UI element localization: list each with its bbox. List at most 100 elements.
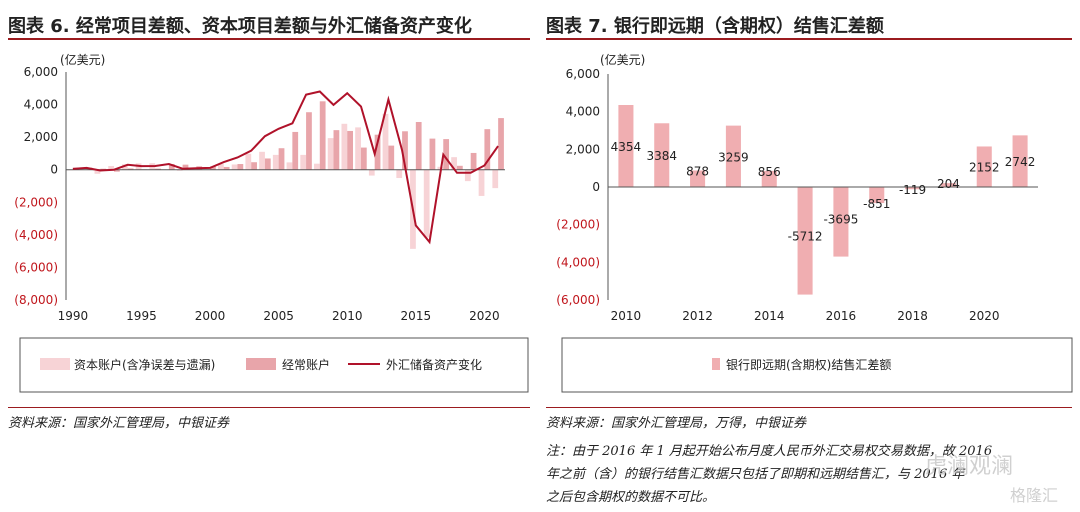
chart6-legend-label-capital: 资本账户(含净误差与遗漏) bbox=[74, 357, 215, 372]
chart6-y-tick-label: 4,000 bbox=[24, 98, 58, 112]
chart6-source-rule bbox=[8, 407, 530, 408]
chart6-unit-label: (亿美元) bbox=[60, 52, 105, 67]
chart7-bar bbox=[761, 170, 777, 187]
chart6-capital-bar bbox=[259, 151, 265, 170]
chart7-title-rule bbox=[546, 38, 1072, 40]
chart6-capital-bar bbox=[492, 169, 499, 189]
chart7-bar bbox=[905, 187, 921, 190]
chart6-current-bar bbox=[347, 130, 353, 170]
chart7-data-label: 3259 bbox=[718, 150, 749, 164]
chart6-capital-bar bbox=[218, 164, 224, 170]
chart6-x-tick-label: 2010 bbox=[332, 309, 363, 323]
chart6-capital-bar bbox=[478, 169, 485, 196]
chart7-canvas: (亿美元)6,000 4,000 2,000 0 (2,000) (4,000) (6,00… bbox=[556, 52, 1073, 393]
chart6-current-bar bbox=[484, 129, 491, 170]
chart7-data-label: -851 bbox=[863, 197, 890, 211]
chart6-current-bar bbox=[210, 166, 216, 170]
chart7-source: 资料来源：国家外汇管理局，万得，中银证券 bbox=[546, 416, 807, 431]
chart6-current-bar bbox=[429, 138, 436, 170]
chart7-data-label: 4354 bbox=[611, 140, 642, 154]
chart7-x-tick-label: 2016 bbox=[826, 309, 857, 323]
chart6-y-tick-label: 2,000 bbox=[24, 130, 58, 144]
chart7-unit-label: (亿美元) bbox=[600, 52, 645, 67]
chart6-capital-bar bbox=[464, 169, 471, 182]
chart6-capital-bar bbox=[286, 162, 293, 170]
chart7-bar bbox=[690, 170, 706, 187]
chart7-footnote-line-2: 年之前（含）的银行结售汇数据只包括了即期和远期结售汇，与 2016 年 bbox=[546, 467, 965, 482]
chart7-bar bbox=[654, 123, 670, 187]
chart7-y-tick-label: 2,000 bbox=[566, 142, 600, 156]
chart6-x-tick-label: 2020 bbox=[469, 309, 500, 323]
chart6-capital-bar bbox=[231, 164, 238, 170]
chart6-y-tick-label: (6,000) bbox=[14, 260, 58, 274]
chart6-current-bar bbox=[251, 162, 257, 170]
chart6-current-bar bbox=[333, 130, 340, 170]
chart7-data-label: -3695 bbox=[823, 212, 858, 226]
chart7-y-tick-label: 6,000 bbox=[566, 67, 600, 81]
chart7-y-tick-label: (6,000) bbox=[556, 293, 600, 307]
chart6-current-bar bbox=[155, 168, 161, 170]
chart6-legend-swatch-current bbox=[246, 358, 276, 370]
chart6-y-tick-label: (4,000) bbox=[14, 228, 58, 242]
chart6-capital-bar bbox=[368, 169, 375, 176]
chart6-canvas: (亿美元)6,000 4,000 2,000 0 (2,000) (4,000) (6,00… bbox=[14, 52, 529, 393]
chart6-current-bar bbox=[127, 168, 134, 170]
chart6-legend-box bbox=[19, 337, 529, 393]
watermark-brand: 虎澜观澜 bbox=[925, 454, 1014, 479]
chart6-current-bar bbox=[360, 147, 367, 170]
chart6-legend-label-current: 经常账户 bbox=[282, 357, 330, 372]
chart6-capital-bar bbox=[272, 154, 279, 170]
chart6-capital-bar bbox=[382, 113, 389, 170]
chart6-capital-bar bbox=[341, 123, 348, 170]
chart6-y-tick-label: 0 bbox=[50, 163, 58, 177]
chart6-capital-bar bbox=[423, 169, 430, 238]
chart6-capital-bar bbox=[108, 165, 115, 170]
chart7-y-tick-label: (2,000) bbox=[556, 218, 600, 232]
chart7-footnote-line-1: 注：由于 2016 年 1 月起开始公布月度人民币外汇交易权交易数据，故 201… bbox=[546, 444, 993, 459]
chart6-current-bar bbox=[168, 164, 175, 170]
chart6-title-rule bbox=[8, 38, 530, 40]
chart7-x-tick-label: 2018 bbox=[897, 309, 928, 323]
chart7-legend-swatch bbox=[712, 358, 720, 370]
chart6-y-tick-label: (2,000) bbox=[14, 195, 58, 209]
chart7-x-tick-label: 2012 bbox=[682, 309, 713, 323]
chart6-capital-bar bbox=[94, 169, 101, 174]
chart6-capital-bar bbox=[327, 138, 334, 170]
chart7-data-label: 2152 bbox=[969, 161, 1000, 175]
chart6-title: 图表 6. 经常项目差额、资本项目差额与外汇储备资产变化 bbox=[8, 16, 472, 37]
chart6-current-bar bbox=[114, 169, 120, 172]
chart7-title: 图表 7. 银行即远期（含期权）结售汇差额 bbox=[546, 16, 884, 37]
chart6-current-bar bbox=[182, 164, 189, 170]
chart6-current-bar bbox=[237, 164, 244, 170]
chart6-y-tick-label: 6,000 bbox=[24, 65, 58, 79]
chart7-data-label: 204 bbox=[937, 177, 960, 191]
chart6-y-tick-label: (8,000) bbox=[14, 293, 58, 307]
chart6-x-tick-label: 1990 bbox=[58, 309, 89, 323]
chart7-y-tick-label: 0 bbox=[592, 180, 600, 194]
chart6-capital-bar bbox=[396, 169, 403, 179]
chart6-x-tick-label: 2000 bbox=[195, 309, 226, 323]
chart6-current-bar bbox=[498, 118, 504, 170]
chart7-bar bbox=[940, 183, 956, 187]
chart6-legend-label-reserve: 外汇储备资产变化 bbox=[386, 357, 482, 372]
chart6-reserve-line bbox=[72, 90, 499, 245]
chart6-x-tick-label: 1995 bbox=[126, 309, 157, 323]
chart6-capital-bar bbox=[245, 153, 252, 170]
chart6-current-bar bbox=[292, 131, 299, 170]
chart6-capital-bar bbox=[314, 163, 320, 170]
chart7-bar bbox=[1012, 135, 1028, 187]
chart6-current-bar bbox=[456, 165, 463, 170]
chart7-bar bbox=[833, 187, 849, 257]
chart7-legend-label: 银行即远期(含期权)结售汇差额 bbox=[726, 357, 891, 372]
chart7-data-label: 856 bbox=[758, 165, 781, 179]
chart6-current-bar bbox=[388, 145, 395, 170]
chart6-capital-bar bbox=[121, 164, 128, 170]
chart7-y-tick-label: (4,000) bbox=[556, 255, 600, 269]
chart7-data-label: 3384 bbox=[646, 149, 677, 163]
chart6-x-tick-label: 2005 bbox=[263, 309, 294, 323]
chart6-legend-swatch-capital bbox=[40, 358, 70, 370]
watermark-site: 格隆汇 bbox=[1010, 486, 1059, 505]
chart6-current-bar bbox=[415, 121, 422, 170]
chart6-current-bar bbox=[374, 134, 381, 170]
chart7-y-tick-label: 4,000 bbox=[566, 105, 600, 119]
